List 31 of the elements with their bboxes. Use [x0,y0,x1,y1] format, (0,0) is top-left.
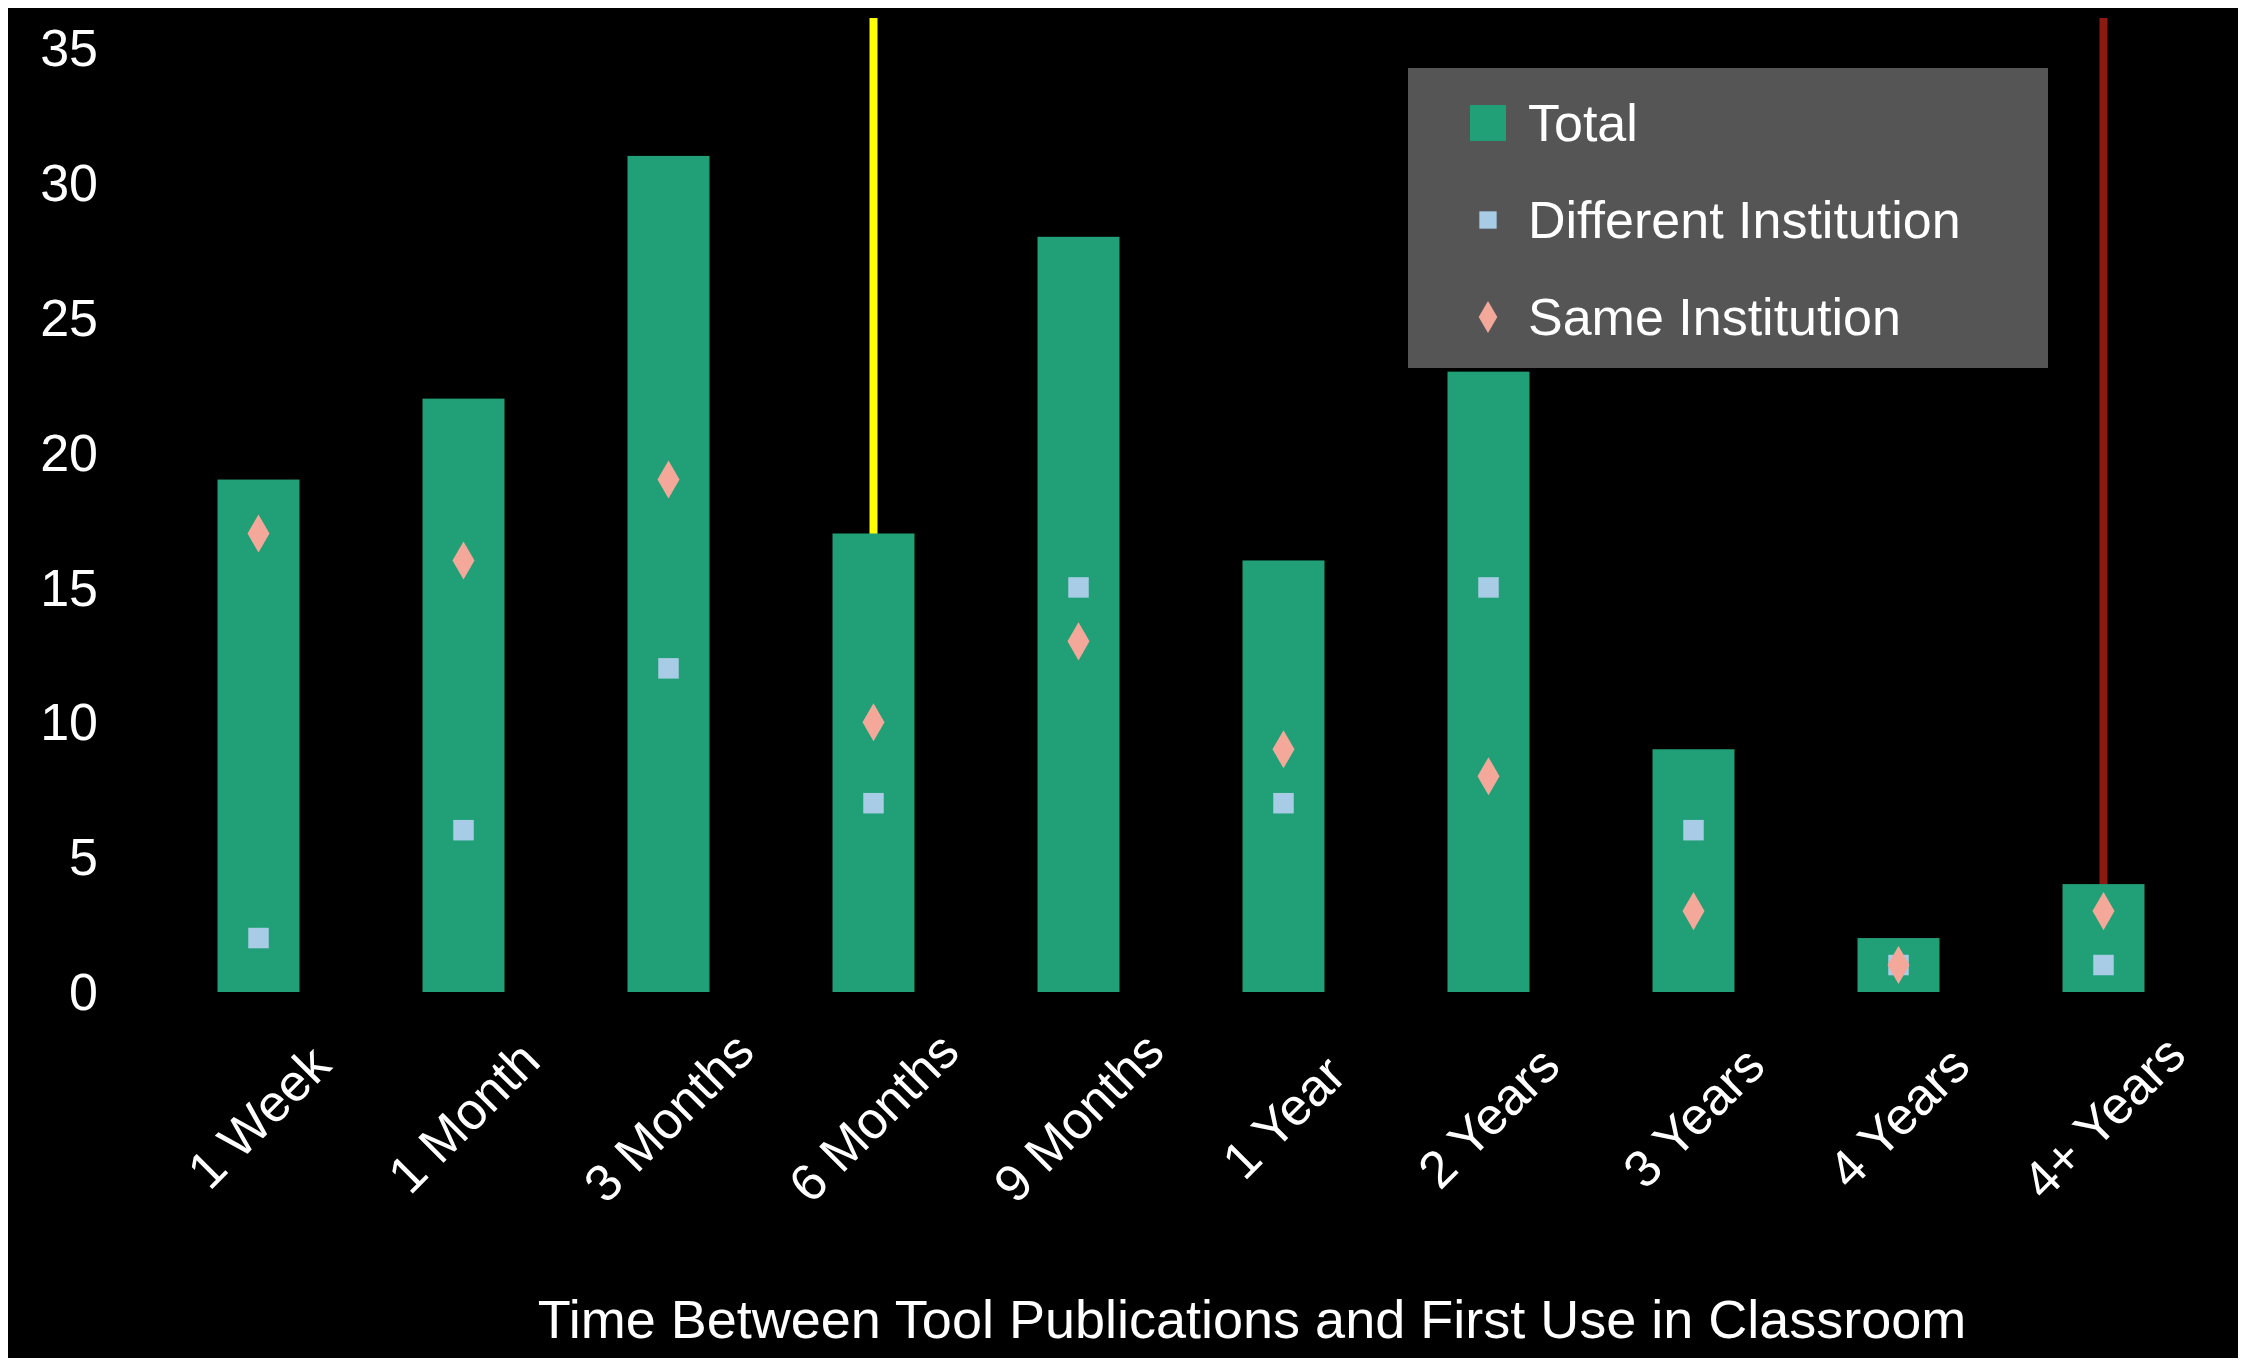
y-tick-label: 25 [40,288,98,347]
bar [217,479,300,992]
bar [832,533,915,992]
point [1273,792,1294,814]
legend-label: Same Institution [1528,288,1901,347]
bar [627,155,710,992]
bar [1447,371,1530,992]
x-axis-title: Time Between Tool Publications and First Use in Classroom [537,1289,1967,1349]
point [863,792,884,814]
legend-label: Total [1528,94,1638,153]
y-tick-label: 20 [40,423,98,482]
y-tick-label: 35 [40,19,98,78]
y-tick-label: 0 [69,963,98,1022]
bar [1652,749,1735,992]
y-tick-label: 10 [40,693,98,752]
bar [1242,560,1325,992]
point [1478,577,1499,598]
point [1068,577,1089,598]
point [453,819,474,841]
y-tick-label: 15 [40,558,98,617]
y-tick-label: 5 [69,828,98,887]
point [248,927,269,949]
bar [422,398,505,992]
bar [2062,884,2145,992]
point [658,658,679,679]
point [2093,954,2114,976]
y-tick-label: 30 [40,154,98,213]
bar [1037,236,1120,992]
point [1683,819,1704,841]
x-tick-label: 1 Year [1210,1044,1357,1190]
legend-label: Different Institution [1528,191,1961,250]
